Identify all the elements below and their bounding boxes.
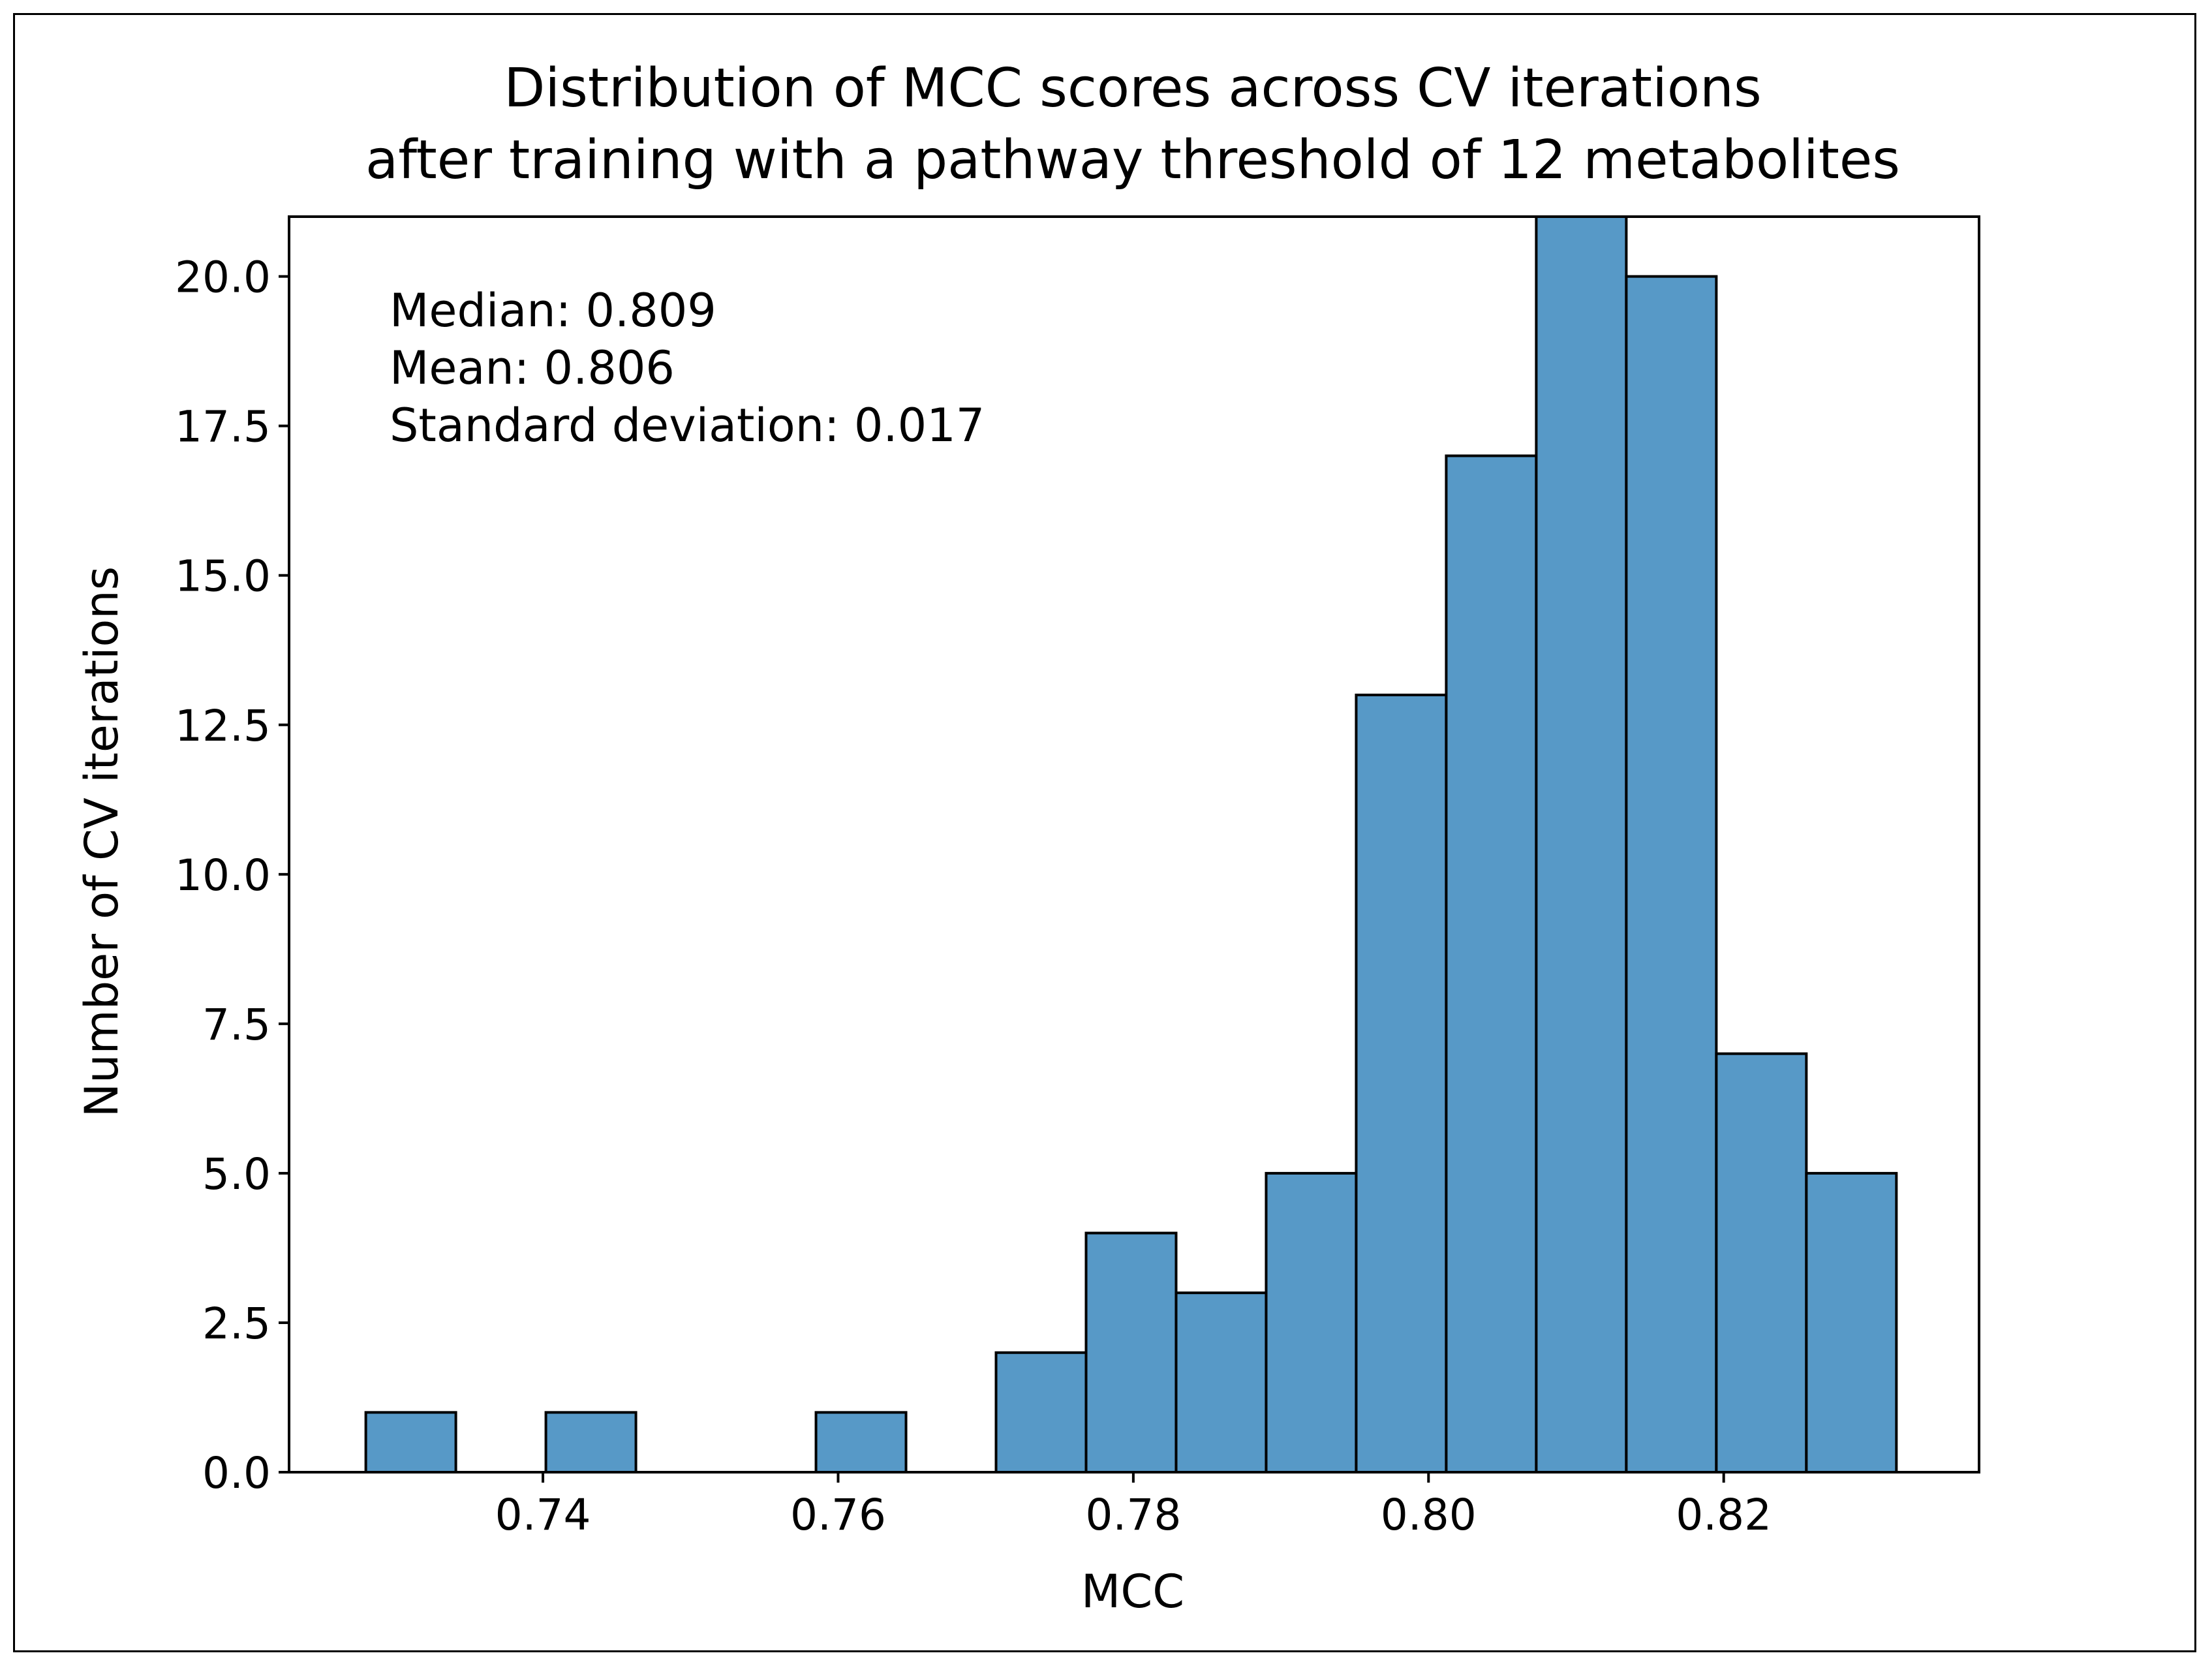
- y-tick-label: 15.0: [175, 551, 271, 602]
- y-tick-label: 12.5: [175, 701, 271, 751]
- y-axis-label: Number of CV iterations: [75, 566, 129, 1117]
- histogram-bar: [994, 1351, 1088, 1474]
- plot-area-frame: [288, 215, 1980, 1473]
- histogram-bar: [814, 1411, 908, 1473]
- stats-annotation: Median: 0.809 Mean: 0.806 Standard devia…: [390, 284, 985, 452]
- x-axis-ticks: 0.74 0.76 0.78 0.80 0.82: [495, 1472, 1772, 1540]
- x-tick-label: 0.74: [495, 1490, 591, 1540]
- histogram-bar: [1084, 1231, 1178, 1473]
- chart-title-line-1: Distribution of MCC scores across CV ite…: [504, 57, 1761, 119]
- histogram-bar: [1355, 693, 1448, 1473]
- histogram-bar: [364, 1411, 457, 1473]
- std-deviation-label: Standard deviation: 0.017: [390, 399, 985, 452]
- x-tick-label: 0.78: [1085, 1490, 1181, 1540]
- histogram-bar: [1175, 1291, 1268, 1473]
- y-tick-label: 0.0: [202, 1448, 271, 1498]
- median-label: Median: 0.809: [390, 284, 716, 337]
- chart-title-line-2: after training with a pathway threshold …: [365, 129, 1900, 191]
- mean-label: Mean: 0.806: [390, 341, 675, 395]
- y-tick-label: 5.0: [202, 1149, 271, 1199]
- figure-frame: [13, 13, 2196, 1652]
- x-tick-label: 0.76: [790, 1490, 886, 1540]
- y-tick-label: 7.5: [202, 1000, 271, 1050]
- histogram-bar: [1265, 1171, 1358, 1474]
- histogram-bar: [1625, 275, 1718, 1474]
- x-tick-label: 0.80: [1381, 1490, 1477, 1540]
- x-tick-label: 0.82: [1676, 1490, 1772, 1540]
- y-tick-label: 10.0: [175, 850, 271, 901]
- y-tick-label: 17.5: [175, 402, 271, 452]
- histogram-bar: [544, 1411, 637, 1473]
- histogram-bar: [1715, 1052, 1808, 1473]
- y-axis-ticks: 0.0 2.5 5.0 7.5 10.0 12.5 15.0 17.5 20.0: [175, 253, 289, 1498]
- histogram-bar: [1445, 454, 1538, 1473]
- y-tick-label: 20.0: [175, 253, 271, 303]
- x-axis-label: MCC: [1081, 1565, 1184, 1618]
- histogram-bar: [1805, 1171, 1898, 1474]
- y-tick-label: 2.5: [202, 1299, 271, 1349]
- chart-title: Distribution of MCC scores across CV ite…: [365, 57, 1900, 191]
- histogram-bar: [1535, 215, 1628, 1473]
